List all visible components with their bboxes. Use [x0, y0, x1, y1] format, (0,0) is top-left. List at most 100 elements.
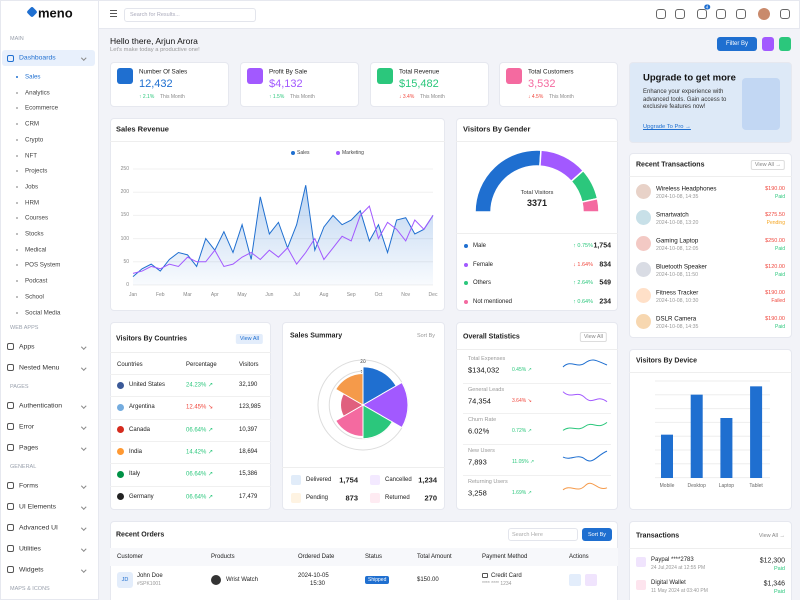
header-icon[interactable] — [656, 9, 666, 19]
sort-by[interactable]: Sort By — [416, 333, 435, 339]
action-button[interactable] — [779, 37, 791, 51]
submenu-item[interactable]: Crypto — [25, 136, 44, 144]
submenu-dot — [16, 295, 18, 298]
menu-item[interactable]: Authentication — [19, 402, 63, 410]
country: Italy — [129, 471, 141, 478]
header-icon[interactable] — [697, 9, 707, 19]
stat-change: ↑ 2.1% — [139, 94, 155, 100]
divider — [456, 349, 618, 350]
legend-value: 234 — [599, 298, 611, 305]
submenu-item[interactable]: Sales — [25, 73, 41, 81]
view-all[interactable]: View All → — [750, 160, 785, 170]
stat-label: Returning Users — [468, 478, 508, 485]
avatar-box — [117, 572, 133, 588]
header-icon[interactable] — [780, 9, 790, 19]
action-button[interactable] — [762, 37, 774, 51]
stat-title: Profit By Sale — [269, 68, 308, 76]
submenu-dot — [16, 248, 18, 251]
submenu-item[interactable]: POS System — [25, 261, 61, 269]
submenu-item[interactable]: Social Media — [25, 309, 61, 316]
filter-button[interactable] — [717, 37, 757, 51]
country: India — [129, 448, 143, 455]
submenu-dot — [16, 91, 18, 94]
legend-icon — [370, 493, 380, 503]
menu-item[interactable]: Utilities — [19, 545, 41, 553]
payment-method: Credit Card — [491, 573, 522, 579]
submenu-item[interactable]: Podcast — [25, 277, 48, 285]
avatar[interactable] — [758, 8, 770, 20]
search-input[interactable] — [508, 528, 578, 541]
submenu-item[interactable]: Medical — [25, 246, 47, 254]
header-icon[interactable] — [716, 9, 726, 19]
total-label: Total Visitors — [520, 190, 554, 196]
submenu-item[interactable]: Stocks — [25, 230, 44, 238]
legend-value: 1,754 — [339, 475, 358, 485]
item-time: 2024-10-08, 11:50 — [656, 272, 699, 278]
view-all[interactable]: View All — [235, 334, 263, 344]
menu-item[interactable]: Error — [19, 423, 35, 431]
product-icon — [636, 184, 651, 199]
polar-segment — [335, 404, 364, 438]
customer-id: #SPK1001 — [137, 581, 161, 587]
recent-transactions-card — [629, 153, 792, 338]
legend-change: ↑ 0.64% — [573, 298, 593, 305]
menu-item[interactable]: Apps — [19, 343, 35, 351]
stat-change: 1.69% ↗ — [512, 489, 532, 496]
card-title: Recent Orders — [116, 531, 165, 539]
percentage: 12.45% ↘ — [186, 404, 214, 411]
item-status: Paid — [774, 246, 785, 252]
submenu-item[interactable]: Ecommerce — [25, 104, 59, 112]
submenu-item[interactable]: School — [25, 293, 44, 301]
search-placeholder[interactable]: Search Here — [512, 532, 543, 538]
logo: meno — [38, 5, 73, 21]
sort-button[interactable] — [582, 528, 612, 541]
submenu-item[interactable]: Analytics — [25, 89, 50, 97]
stat-change: 11.05% ↗ — [512, 459, 535, 466]
menu-item[interactable]: Forms — [19, 482, 39, 490]
submenu-item[interactable]: HRM — [25, 199, 40, 207]
menu-item[interactable]: Pages — [19, 444, 39, 452]
menu-item-icon — [7, 444, 14, 452]
item-amount: $250.00 — [765, 238, 785, 244]
view-all[interactable]: View All — [579, 332, 607, 342]
polar-segment — [362, 404, 393, 440]
visitors: 123,985 — [239, 404, 261, 411]
item-time: 2024-10-08, 14:35 — [656, 194, 699, 200]
row-divider — [110, 418, 271, 420]
submenu-item[interactable]: Courses — [25, 214, 49, 222]
header-icon[interactable] — [675, 9, 685, 19]
upgrade-link[interactable]: Upgrade To Pro → — [643, 124, 691, 130]
action-button[interactable] — [569, 574, 581, 586]
x-tick-label: Tablet — [749, 483, 763, 489]
menu-item[interactable]: UI Elements — [19, 503, 57, 511]
flag — [117, 381, 124, 389]
submenu-item[interactable]: CRM — [25, 120, 40, 128]
legend-label: Delivered — [306, 477, 332, 483]
search-placeholder[interactable]: Search for Results... — [130, 12, 180, 18]
filter-label[interactable]: Filter By — [725, 41, 749, 47]
menu-item[interactable]: Nested Menu — [19, 364, 60, 372]
submenu-item[interactable]: Projects — [25, 167, 48, 175]
submenu-item[interactable]: Jobs — [25, 183, 39, 191]
sort-label[interactable]: Sort By — [587, 532, 607, 538]
menu-item[interactable]: Advanced UI — [19, 524, 58, 532]
view-all[interactable]: View All → — [758, 533, 785, 539]
action-button[interactable] — [585, 574, 597, 586]
y-tick-label: 0 — [126, 282, 129, 288]
submenu-dot — [16, 311, 18, 314]
sparkline — [562, 482, 608, 491]
x-tick-label: Oct — [374, 292, 383, 298]
legend-marker — [291, 151, 295, 155]
page-subtitle: Let's make today a productive one! — [110, 47, 200, 53]
sidebar-heading: WEB APPS — [10, 324, 39, 331]
legend-value: 873 — [345, 493, 358, 503]
visitors: 18,694 — [239, 448, 258, 455]
menu-item[interactable]: Widgets — [19, 566, 44, 574]
header-icon[interactable] — [736, 9, 746, 19]
row-divider — [110, 374, 271, 375]
submenu-item[interactable]: NFT — [25, 152, 38, 159]
card-title: Sales Revenue — [116, 124, 169, 134]
product-icon — [636, 262, 651, 277]
search-box[interactable] — [124, 8, 256, 22]
menu-item[interactable]: Dashboards — [19, 54, 56, 62]
